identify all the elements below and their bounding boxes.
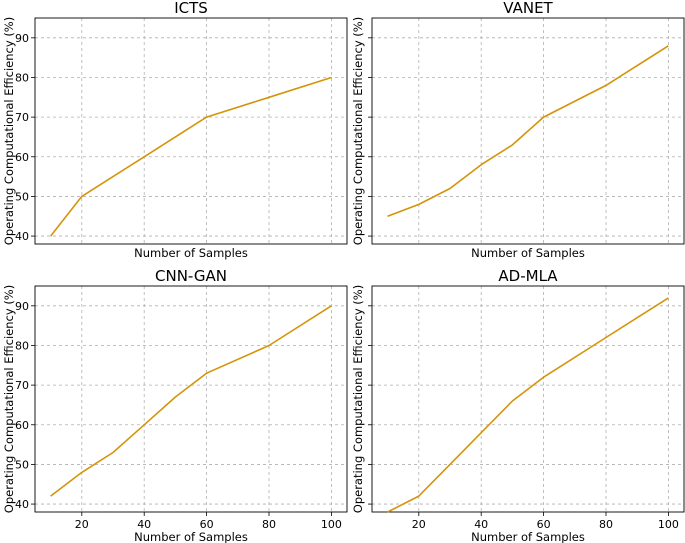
series-line <box>50 305 332 497</box>
y-tick-label: 50 <box>15 458 29 471</box>
series-line <box>387 297 669 513</box>
x-tick-label: 100 <box>658 518 679 531</box>
subplot-icts: 40 50 60 70 80 90 ICTS Number of Samples Operati… <box>2 0 348 260</box>
y-axis-label: Operating Computational Efficiency (%) <box>2 285 16 513</box>
y-tick-label: 60 <box>15 419 29 432</box>
chart-title: AD-MLA <box>498 267 558 285</box>
subplot-vanet: VANET Number of Samples Operating Computat… <box>351 0 685 260</box>
x-tick-label: 20 <box>412 518 426 531</box>
y-tick-label: 80 <box>15 339 29 352</box>
x-tick-label: 40 <box>474 518 488 531</box>
x-tick-label: 100 <box>321 518 342 531</box>
chart-title: ICTS <box>174 0 208 17</box>
y-tick-label: 40 <box>15 498 29 511</box>
series-line <box>49 76 332 237</box>
y-tick-label: 90 <box>15 32 29 45</box>
x-tick-label: 60 <box>200 518 214 531</box>
x-tick-label: 80 <box>599 518 613 531</box>
axes-frame <box>371 285 685 513</box>
axes-frame <box>371 17 685 245</box>
x-axis-label: Number of Samples <box>134 530 248 543</box>
y-axis-label: Operating Computational Efficiency (%) <box>2 17 16 245</box>
subplot-ad-mla: 20 40 60 80 100 AD-MLA Number of Samples Operat… <box>351 267 685 543</box>
chart-title: VANET <box>503 0 553 17</box>
y-axis-label: Operating Computational Efficiency (%) <box>351 285 365 513</box>
y-tick-label: 70 <box>15 111 29 124</box>
x-tick-label: 20 <box>75 518 89 531</box>
series-line <box>387 45 669 217</box>
x-axis-label: Number of Samples <box>471 530 585 543</box>
axes-frame <box>34 17 348 245</box>
x-tick-label: 60 <box>537 518 551 531</box>
y-axis-label: Operating Computational Efficiency (%) <box>351 17 365 245</box>
y-tick-label: 60 <box>15 151 29 164</box>
y-tick-label: 50 <box>15 190 29 203</box>
y-tick-label: 70 <box>15 379 29 392</box>
y-tick-label: 80 <box>15 71 29 84</box>
y-tick-label: 40 <box>15 230 29 243</box>
chart-title: CNN-GAN <box>155 267 227 285</box>
x-tick-label: 80 <box>262 518 276 531</box>
axes-frame <box>34 285 348 513</box>
x-axis-label: Number of Samples <box>134 246 248 260</box>
x-tick-label: 40 <box>137 518 151 531</box>
x-axis-label: Number of Samples <box>471 246 585 260</box>
subplot-cnn-gan: 40 50 60 70 80 90 20 40 60 80 100 CNN-GAN Number of … <box>2 267 348 543</box>
y-tick-label: 90 <box>15 300 29 313</box>
